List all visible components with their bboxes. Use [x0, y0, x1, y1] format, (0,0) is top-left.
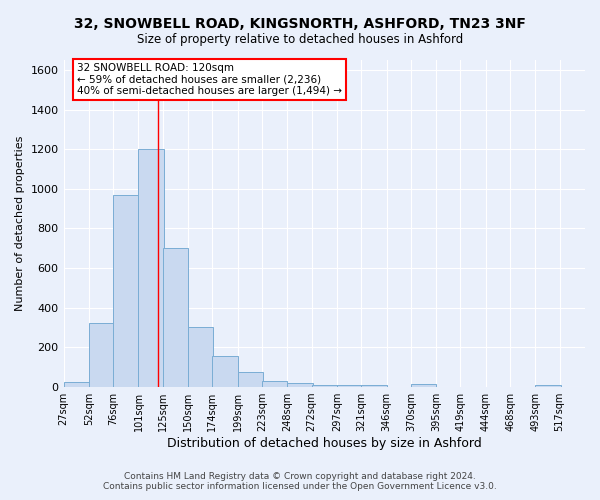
Y-axis label: Number of detached properties: Number of detached properties [15, 136, 25, 311]
Text: 32, SNOWBELL ROAD, KINGSNORTH, ASHFORD, TN23 3NF: 32, SNOWBELL ROAD, KINGSNORTH, ASHFORD, … [74, 18, 526, 32]
Text: Size of property relative to detached houses in Ashford: Size of property relative to detached ho… [137, 32, 463, 46]
Bar [163, 248, 188, 387]
Bar [238, 372, 263, 387]
Bar [113, 195, 139, 387]
Bar [262, 381, 287, 387]
Bar [188, 326, 214, 387]
Text: 32 SNOWBELL ROAD: 120sqm
← 59% of detached houses are smaller (2,236)
40% of sem: 32 SNOWBELL ROAD: 120sqm ← 59% of detach… [77, 63, 342, 96]
Text: Contains public sector information licensed under the Open Government Licence v3: Contains public sector information licen… [103, 482, 497, 491]
Bar [64, 382, 89, 387]
Bar [411, 384, 436, 387]
Bar [535, 384, 560, 387]
Bar [361, 385, 386, 387]
Bar [311, 384, 337, 387]
X-axis label: Distribution of detached houses by size in Ashford: Distribution of detached houses by size … [167, 437, 482, 450]
Bar [287, 383, 313, 387]
Bar [139, 149, 164, 387]
Bar [337, 386, 362, 387]
Text: Contains HM Land Registry data © Crown copyright and database right 2024.: Contains HM Land Registry data © Crown c… [124, 472, 476, 481]
Bar [89, 322, 114, 387]
Bar [212, 356, 238, 387]
